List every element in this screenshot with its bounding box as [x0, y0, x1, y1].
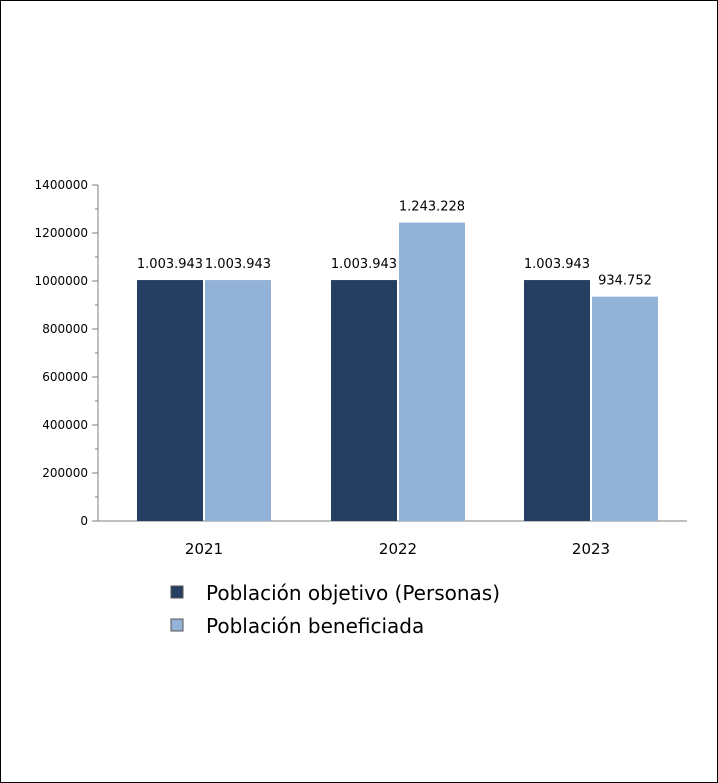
y-tick-label: 200000 [42, 466, 88, 480]
legend-label: Población objetivo (Personas) [206, 581, 500, 605]
bar [399, 222, 465, 521]
y-axis: 0 200000 400000 600000 800000 1000000 1200000 1… [35, 178, 99, 528]
y-tick-label: 1400000 [35, 178, 88, 192]
y-tick-label: 0 [80, 514, 88, 528]
x-axis: 2021 2022 2023 [98, 520, 687, 558]
bar [524, 280, 590, 521]
x-tick-label: 2021 [185, 540, 223, 558]
bar [205, 280, 271, 521]
legend: Población objetivo (Personas) Población b… [170, 581, 500, 638]
data-label: 934.752 [598, 274, 652, 289]
legend-swatch [170, 618, 184, 632]
y-tick-label: 400000 [42, 418, 88, 432]
data-label: 1.243.228 [399, 200, 465, 215]
legend-label: Población beneficiada [206, 614, 424, 638]
y-tick-label: 1000000 [35, 274, 88, 288]
x-tick-label: 2023 [572, 540, 610, 558]
y-tick-label: 1200000 [35, 226, 88, 240]
x-tick-label: 2022 [379, 540, 417, 558]
data-label: 1.003.943 [137, 257, 203, 272]
data-label: 1.003.943 [205, 257, 271, 272]
bar [592, 296, 658, 521]
bars [137, 222, 658, 521]
data-labels: 1.003.943 1.003.943 1.003.9431.243.2281.00… [137, 200, 652, 289]
y-tick-label: 800000 [42, 322, 88, 336]
data-label: 1.003.943 [331, 257, 397, 272]
legend-swatch [170, 585, 184, 599]
bar [331, 280, 397, 521]
data-label: 1.003.943 [524, 257, 590, 272]
y-tick-label: 600000 [42, 370, 88, 384]
bar [137, 280, 203, 521]
